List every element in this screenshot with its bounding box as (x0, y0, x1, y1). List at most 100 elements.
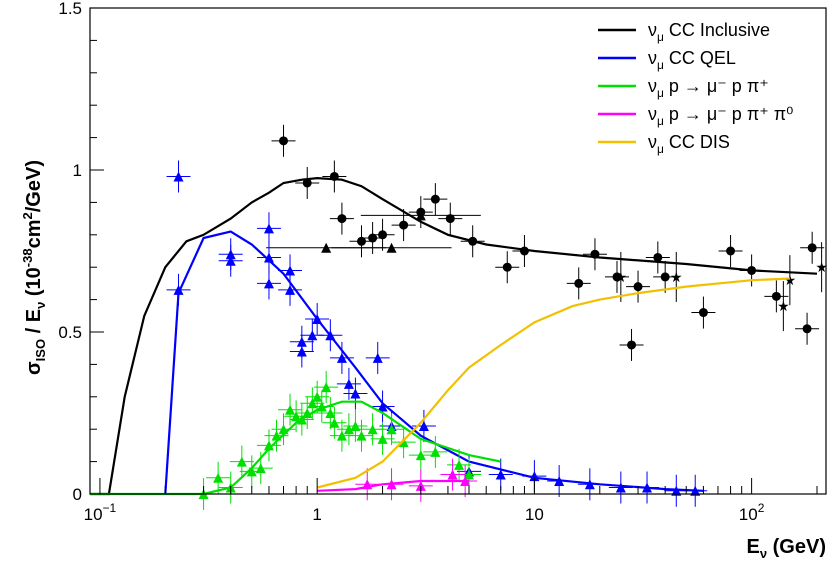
data-point (574, 278, 584, 288)
data-point (430, 446, 441, 457)
series-line-3 (317, 479, 469, 492)
data-point (307, 330, 318, 341)
data-point (378, 230, 388, 240)
data-point (495, 469, 506, 480)
legend-label: νμ CC DIS (648, 132, 730, 156)
data-point (307, 398, 318, 409)
data-point (312, 314, 323, 325)
x-tick-label: 102 (739, 501, 765, 524)
data-point (302, 178, 312, 188)
data-point (343, 378, 354, 389)
data-point (291, 411, 302, 422)
series-line-0 (90, 176, 818, 496)
data-point: ★ (784, 273, 797, 289)
y-tick-label: 1 (73, 161, 82, 180)
data-point (653, 252, 663, 262)
data-point (236, 456, 247, 467)
legend-label: νμ CC Inclusive (648, 20, 770, 44)
legend-label: νμ CC QEL (648, 48, 736, 72)
data-point (321, 242, 332, 253)
data-point (337, 214, 347, 224)
data-point (350, 388, 361, 399)
data-point (278, 424, 289, 435)
data-point (377, 433, 388, 444)
data-point (350, 420, 361, 431)
data-point (336, 352, 347, 363)
series-line-1 (164, 230, 704, 495)
data-point (671, 485, 682, 496)
data-point (454, 459, 465, 470)
data-point (418, 420, 429, 431)
data-point (367, 424, 378, 435)
data-point (447, 469, 458, 480)
data-point (415, 210, 426, 221)
data-point (612, 272, 622, 282)
y-tick-label: 0 (73, 485, 82, 504)
data-point (445, 214, 455, 224)
data-point (726, 246, 736, 256)
data-point (415, 450, 426, 461)
x-axis-title: Eν (GeV) (747, 536, 826, 561)
data-point (312, 391, 323, 402)
data-point (263, 278, 274, 289)
data-point (460, 476, 471, 487)
data-point (690, 485, 701, 496)
data-point (590, 249, 600, 259)
data-point (271, 430, 282, 441)
series-line-4 (316, 277, 790, 489)
y-tick-label: 0.5 (58, 323, 82, 342)
legend: νμ CC Inclusive νμ CC QEL νμ p → μ⁻ p π⁺ νμ… (598, 20, 793, 156)
data-point (747, 265, 757, 275)
data-point (386, 479, 397, 490)
data-point (285, 404, 296, 415)
x-tick-label: 10−1 (84, 501, 117, 524)
data-point (529, 471, 540, 482)
data-point (173, 284, 184, 295)
x-tick-label: 10 (525, 505, 544, 524)
data-point (246, 466, 257, 477)
data-point (329, 171, 339, 181)
data-point (398, 437, 409, 448)
x-tick-label: 1 (312, 505, 321, 524)
data-point: ★ (815, 260, 828, 276)
data-point (296, 414, 307, 425)
data-point: ★ (615, 270, 628, 286)
data-point (386, 424, 397, 435)
plot-area: ★ ★ ★ ★ ★ (90, 124, 828, 510)
data-point (372, 352, 383, 363)
data-point (807, 243, 817, 253)
y-tick-label: 1.5 (58, 0, 82, 18)
data-point: ★ (670, 270, 683, 286)
data-point (386, 242, 397, 253)
data-point (377, 401, 388, 412)
data-point (325, 408, 336, 418)
data-point (255, 463, 266, 474)
data-point (316, 401, 327, 412)
data-point (430, 194, 440, 204)
data-point (263, 440, 274, 451)
data-point (325, 330, 336, 341)
data-point (336, 430, 347, 441)
data-point (279, 136, 289, 146)
data-point (321, 382, 332, 393)
data-point (285, 265, 296, 276)
data-point (213, 472, 224, 483)
data-point (633, 282, 643, 292)
data-point (362, 479, 373, 490)
legend-label: νμ p → μ⁻ p π⁺ π⁰ (648, 104, 793, 128)
data-point (519, 246, 529, 256)
plot-frame (89, 7, 827, 495)
data-point (263, 252, 274, 263)
data-point (660, 272, 670, 282)
data-point (502, 262, 512, 272)
data-point (399, 220, 409, 230)
legend-label: νμ p → μ⁻ p π⁺ (648, 76, 769, 100)
data-point: ★ (777, 299, 790, 315)
data-point (263, 223, 274, 234)
data-point (357, 236, 367, 246)
data-point (771, 291, 781, 301)
data-point (343, 424, 354, 435)
data-point (463, 469, 474, 480)
data-point (368, 233, 378, 243)
